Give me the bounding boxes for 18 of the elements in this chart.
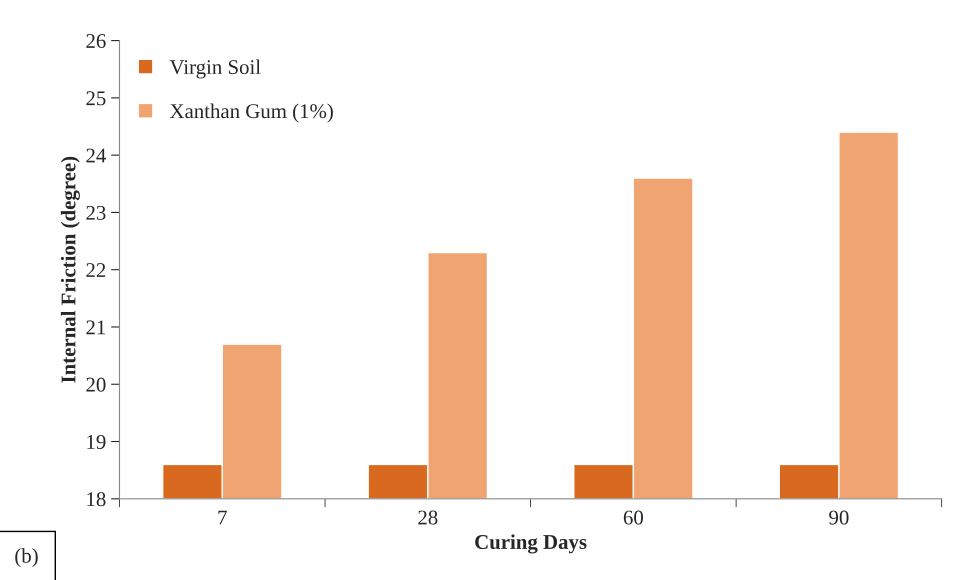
y-tick-label: 20 <box>86 378 106 392</box>
x-tick-label: 60 <box>624 510 643 525</box>
y-axis-title: Internal Friction (degree) <box>60 156 80 383</box>
y-tick-label: 25 <box>86 91 106 106</box>
x-tick-label: 7 <box>218 510 227 524</box>
y-tick-label: 19 <box>87 434 106 449</box>
legend-label: Xanthan Gum (1%) <box>170 104 333 122</box>
x-tick-label: 90 <box>829 510 849 525</box>
y-tick-label: 23 <box>86 206 106 220</box>
text: (b) <box>15 548 38 568</box>
x-axis-title: Curing Days <box>475 534 586 554</box>
y-tick-label: 21 <box>86 320 106 334</box>
y-tick-label: 22 <box>86 263 106 277</box>
y-tick-label: 18 <box>87 492 106 506</box>
legend-label: Virgin Soil <box>170 59 261 78</box>
y-tick-label: 24 <box>86 148 106 162</box>
y-tick-label: 26 <box>86 34 106 48</box>
x-tick-label: 28 <box>418 510 438 525</box>
